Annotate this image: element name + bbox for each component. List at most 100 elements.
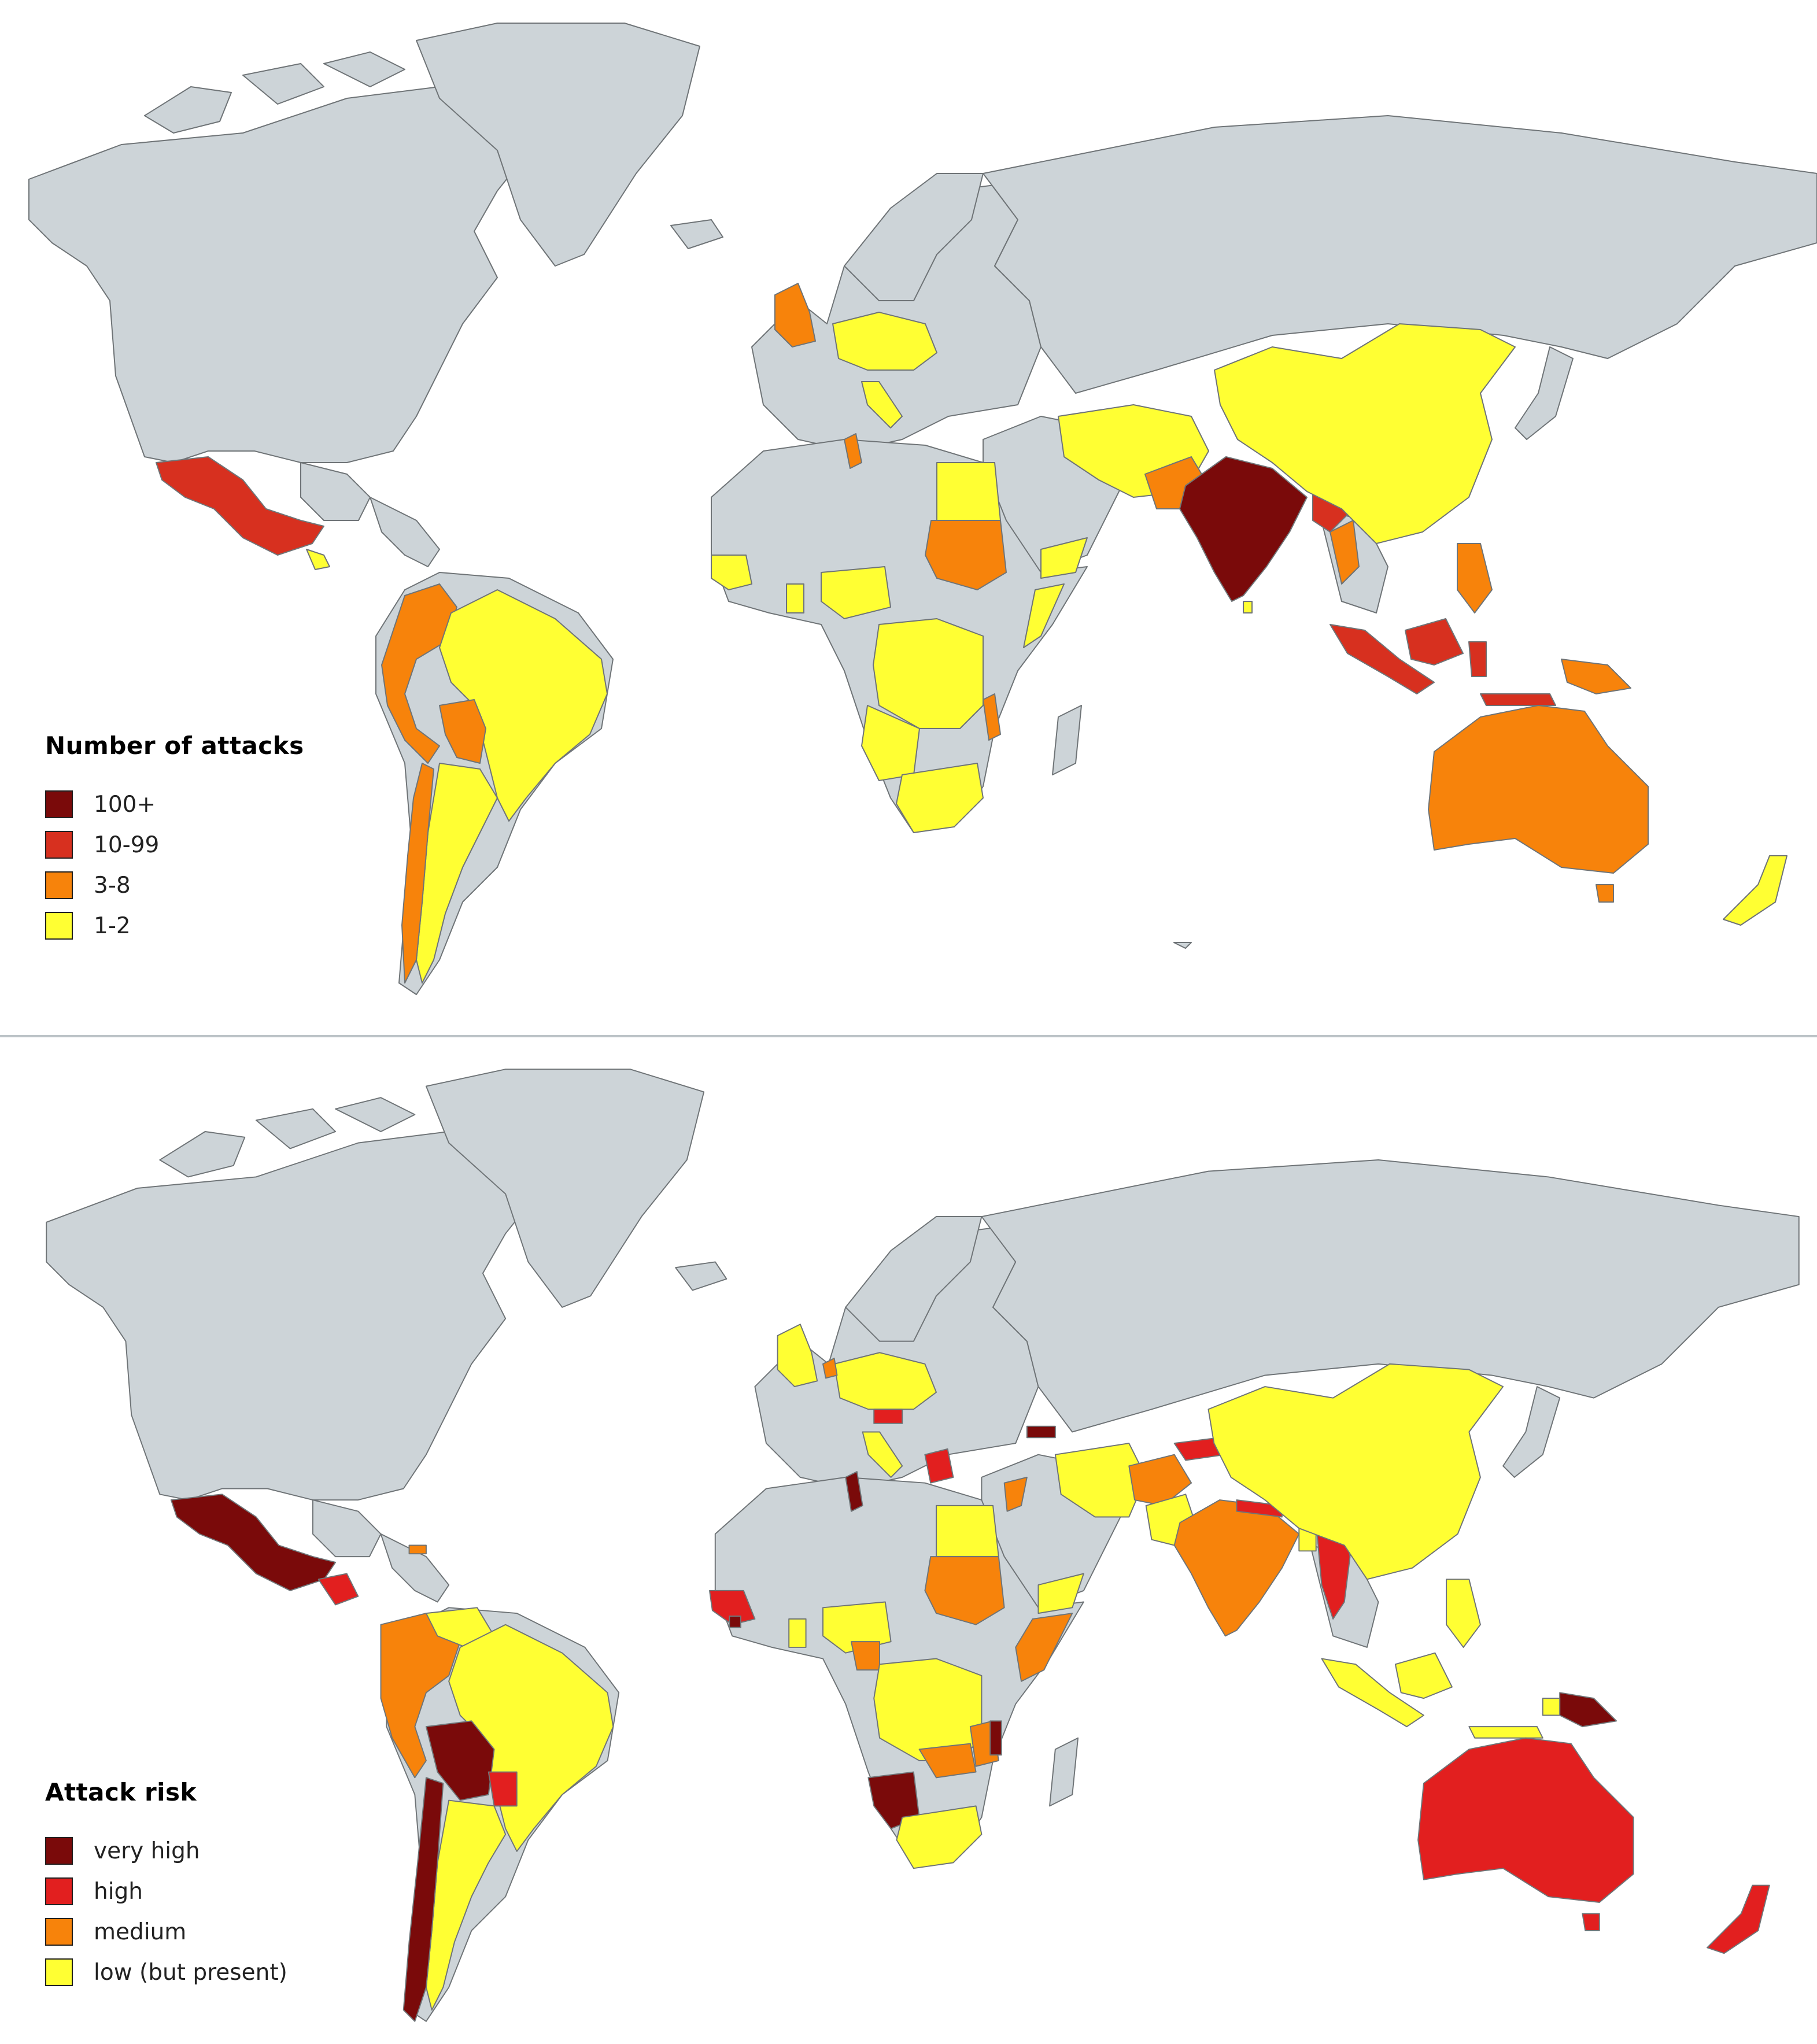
region-cameroon xyxy=(851,1641,880,1671)
region-central-america xyxy=(306,549,330,570)
region-mexico xyxy=(156,456,324,556)
region-zambia xyxy=(918,1743,977,1779)
legend-label: medium xyxy=(94,1919,187,1945)
legend-title: Attack risk xyxy=(45,1778,197,1806)
region-sudan xyxy=(925,520,1007,590)
region-sri-lanka xyxy=(1243,601,1253,613)
region-afghanistan xyxy=(1128,1454,1192,1506)
region-greece xyxy=(924,1448,954,1484)
region-new-zealand xyxy=(1707,1884,1770,1954)
legend-label: low (but present) xyxy=(94,1959,287,1986)
region-papua-west xyxy=(1542,1698,1561,1716)
region-angola xyxy=(861,705,920,781)
region-chile xyxy=(401,763,434,984)
region-colombia-peru xyxy=(381,583,457,764)
region-south-africa xyxy=(896,1805,983,1869)
region-indonesia-east xyxy=(1480,693,1556,706)
legend-label: 10-99 xyxy=(94,831,160,858)
region-myanmar xyxy=(1329,520,1360,585)
region-sierra-leone xyxy=(729,1616,741,1628)
risk-regions xyxy=(170,1324,1770,2022)
region-europe-central xyxy=(832,312,937,371)
world-map-attacks xyxy=(0,0,1817,1018)
legend-label: high xyxy=(94,1878,143,1905)
legend-swatch xyxy=(45,1958,73,1986)
region-mozambique xyxy=(983,693,1001,741)
region-united-kingdom xyxy=(777,1324,818,1388)
region-paraguay xyxy=(488,1771,518,1807)
legend-swatch xyxy=(45,871,73,899)
region-central-america xyxy=(317,1573,359,1606)
legend-item: 100+ xyxy=(45,784,304,825)
region-somalia-kenya xyxy=(1015,1613,1073,1682)
region-borneo xyxy=(1394,1652,1453,1699)
map-number-of-attacks: Number of attacks 100+ 10-99 3-8 1-2 xyxy=(0,0,1817,1018)
legend-label: 3-8 xyxy=(94,872,131,899)
region-caribbean xyxy=(408,1544,427,1555)
region-chile xyxy=(402,1777,444,2022)
legend-attack-risk: Attack risk very high high medium low (b… xyxy=(45,1778,287,1993)
legend-item: 10-99 xyxy=(45,825,304,865)
region-somalia xyxy=(1023,583,1065,648)
region-tasmania xyxy=(1582,1913,1600,1931)
legend-swatch xyxy=(45,1918,73,1946)
region-philippines xyxy=(1457,543,1493,613)
legend-label: 1-2 xyxy=(94,912,131,939)
region-philippines xyxy=(1446,1579,1481,1648)
region-benelux xyxy=(822,1358,838,1379)
region-central-africa xyxy=(873,618,984,729)
legend-item: low (but present) xyxy=(45,1952,287,1993)
legend-item: 3-8 xyxy=(45,865,304,905)
map-attack-risk: Attack risk very high high medium low (b… xyxy=(0,1047,1817,2044)
region-brazil xyxy=(439,589,608,822)
region-china xyxy=(1214,323,1516,544)
region-borneo xyxy=(1405,618,1464,666)
region-italy xyxy=(862,1431,903,1478)
region-papua-new-guinea xyxy=(1561,659,1631,694)
region-united-kingdom xyxy=(774,283,816,348)
region-indonesia xyxy=(1329,624,1435,694)
region-tunisia xyxy=(844,433,862,469)
region-georgia xyxy=(1026,1425,1056,1439)
region-sudan xyxy=(924,1556,1005,1625)
legend-label: very high xyxy=(94,1838,200,1864)
region-ghana xyxy=(788,1618,807,1648)
region-senegal-guinea xyxy=(708,1590,756,1625)
region-horn-of-africa xyxy=(1037,1573,1084,1614)
region-west-africa xyxy=(711,555,752,590)
region-horn-of-africa xyxy=(1040,537,1088,579)
region-australia xyxy=(1417,1737,1634,1903)
region-hungary xyxy=(873,1409,903,1424)
region-south-africa xyxy=(896,763,984,833)
region-tasmania xyxy=(1596,884,1614,903)
region-new-zealand xyxy=(1723,855,1788,926)
legend-item: medium xyxy=(45,1912,287,1952)
region-bolivia xyxy=(439,699,486,764)
legend-title: Number of attacks xyxy=(45,731,304,760)
legend-swatch xyxy=(45,790,73,818)
region-bolivia xyxy=(425,1720,495,1801)
region-italy xyxy=(861,381,903,428)
legend-swatch xyxy=(45,831,73,859)
region-indonesia xyxy=(1321,1658,1424,1728)
legend-swatch xyxy=(45,1837,73,1865)
region-tunisia xyxy=(845,1471,863,1512)
panel-divider xyxy=(0,1035,1817,1037)
region-indonesia-east xyxy=(1468,1726,1543,1739)
world-map-risk xyxy=(18,1047,1800,2044)
region-india xyxy=(1179,456,1308,602)
region-iran xyxy=(1054,1443,1147,1518)
legend-item: high xyxy=(45,1871,287,1912)
region-malawi xyxy=(989,1720,1002,1756)
legend-number-of-attacks: Number of attacks 100+ 10-99 3-8 1-2 xyxy=(45,731,304,946)
region-europe-central xyxy=(833,1352,937,1410)
legend-swatch xyxy=(45,912,73,940)
region-china xyxy=(1207,1363,1504,1580)
attack-regions xyxy=(156,283,1788,984)
region-egypt xyxy=(936,462,1001,521)
legend-item: very high xyxy=(45,1831,287,1871)
legend-label: 100+ xyxy=(94,791,156,818)
region-egypt xyxy=(936,1505,999,1558)
region-ghana xyxy=(786,583,804,613)
region-levant xyxy=(1003,1476,1028,1512)
